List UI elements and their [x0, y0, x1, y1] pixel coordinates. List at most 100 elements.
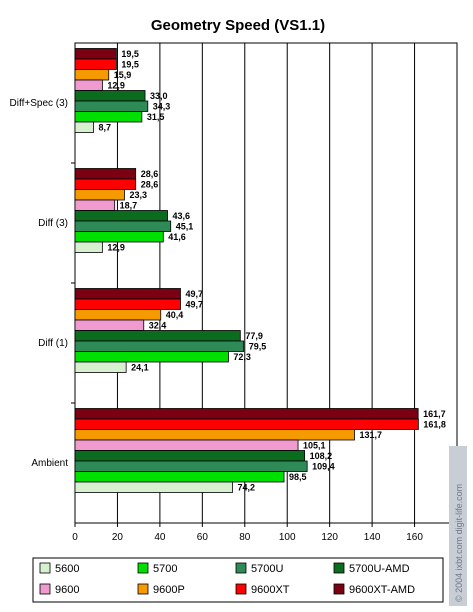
x-tick-label: 100 — [279, 532, 296, 543]
data-label: 12,9 — [107, 243, 125, 253]
bar — [74, 121, 94, 133]
bar — [74, 100, 149, 112]
data-label: 49,7 — [185, 289, 203, 299]
bar — [74, 481, 233, 493]
data-label: 31,5 — [147, 112, 165, 122]
bar — [74, 330, 241, 342]
watermark-text: © 2004 ixbt.com digit-life.com — [454, 484, 464, 602]
x-tick-label: 60 — [197, 532, 209, 543]
legend-swatch — [39, 583, 51, 595]
bar — [74, 48, 117, 60]
bar — [74, 288, 181, 300]
data-label: 33,0 — [150, 91, 168, 101]
data-label: 74,2 — [237, 483, 255, 493]
legend-swatch — [137, 583, 149, 595]
x-axis-tick-labels: 0 20 40 60 80 100 120 140 160 — [72, 532, 423, 543]
bar — [74, 408, 419, 420]
chart-title: Geometry Speed (VS1.1) — [151, 17, 325, 34]
bar — [74, 351, 229, 363]
data-label: 18,7 — [120, 201, 138, 211]
bar — [74, 168, 137, 180]
category-label: Ambient — [31, 458, 68, 469]
bar — [74, 79, 103, 91]
bar — [74, 450, 306, 462]
bar — [74, 69, 110, 81]
legend-label: 9600XT — [251, 584, 290, 596]
legend-label: 5700U — [251, 563, 283, 575]
data-label: 41,6 — [168, 232, 186, 242]
legend-swatch — [39, 562, 51, 574]
bar — [74, 298, 181, 310]
bar — [74, 460, 308, 472]
bar — [74, 199, 116, 211]
data-label: 12,9 — [107, 81, 125, 91]
data-label: 77,9 — [245, 331, 263, 341]
bar — [74, 189, 125, 201]
legend-label: 5700 — [153, 563, 177, 575]
bar — [74, 220, 172, 232]
legend-label: 5600 — [55, 563, 79, 575]
bar — [74, 309, 162, 321]
legend-swatch — [333, 583, 345, 595]
data-label: 8,7 — [98, 123, 111, 133]
data-label: 49,7 — [185, 300, 203, 310]
x-tick-label: 0 — [72, 532, 78, 543]
bar — [74, 178, 137, 190]
bar — [74, 361, 127, 373]
x-tick-label: 160 — [406, 532, 423, 543]
legend-swatch — [333, 562, 345, 574]
data-label: 19,5 — [121, 49, 139, 59]
legend-label: 9600XT-AMD — [349, 584, 415, 596]
bar — [74, 340, 245, 352]
x-tick-label: 120 — [321, 532, 338, 543]
data-label: 34,3 — [153, 102, 171, 112]
data-label: 72,3 — [233, 352, 251, 362]
category-labels: Diff+Spec (3) Diff (3) Diff (1) Ambient — [10, 98, 69, 469]
bar — [74, 90, 146, 102]
data-label: 131,7 — [359, 430, 382, 440]
bar — [74, 429, 355, 441]
bar — [74, 111, 143, 123]
data-label: 161,7 — [423, 409, 446, 419]
bars — [74, 48, 419, 493]
legend: 5600 5700 5700U 5700U-AMD 9600 9600P 9600XT 960… — [32, 557, 444, 603]
data-label: 19,5 — [121, 60, 139, 70]
legend-label: 9600 — [55, 584, 79, 596]
bar — [74, 319, 145, 331]
bar — [74, 231, 164, 243]
data-label: 24,1 — [131, 363, 149, 373]
watermark: © 2004 ixbt.com digit-life.com — [449, 446, 467, 606]
bar — [74, 418, 419, 430]
bar — [74, 58, 117, 70]
x-tick-label: 20 — [112, 532, 124, 543]
category-label: Diff (1) — [38, 338, 68, 349]
data-label: 23,3 — [129, 190, 147, 200]
data-label: 108,2 — [310, 451, 333, 461]
legend-swatch — [235, 583, 247, 595]
watermark-background — [449, 446, 467, 606]
data-label: 32,4 — [149, 321, 167, 331]
data-label: 28,6 — [141, 180, 159, 190]
data-label: 40,4 — [166, 310, 184, 320]
data-label: 98,5 — [289, 472, 307, 482]
x-tick-label: 80 — [239, 532, 251, 543]
data-label: 109,4 — [312, 462, 335, 472]
data-label: 43,6 — [173, 211, 191, 221]
legend-swatch — [235, 562, 247, 574]
x-tick-label: 140 — [364, 532, 381, 543]
legend-swatch — [137, 562, 149, 574]
bar — [74, 439, 299, 451]
data-label: 161,8 — [423, 420, 446, 430]
data-label: 105,1 — [303, 441, 326, 451]
category-label: Diff+Spec (3) — [10, 98, 68, 109]
data-label: 79,5 — [249, 342, 267, 352]
data-label: 15,9 — [114, 70, 132, 80]
data-label: 45,1 — [176, 222, 194, 232]
data-label: 28,6 — [141, 169, 159, 179]
legend-label: 9600P — [153, 584, 185, 596]
category-label: Diff (3) — [38, 218, 68, 229]
value-labels: 19,519,515,912,933,034,331,58,728,628,62… — [98, 49, 445, 493]
bar — [74, 471, 285, 483]
bar — [74, 210, 168, 222]
